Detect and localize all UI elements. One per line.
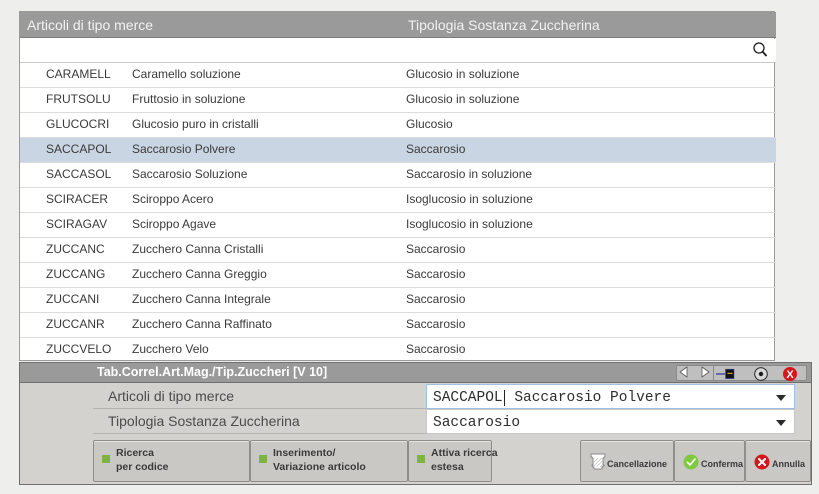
svg-text:X: X [786,369,794,381]
